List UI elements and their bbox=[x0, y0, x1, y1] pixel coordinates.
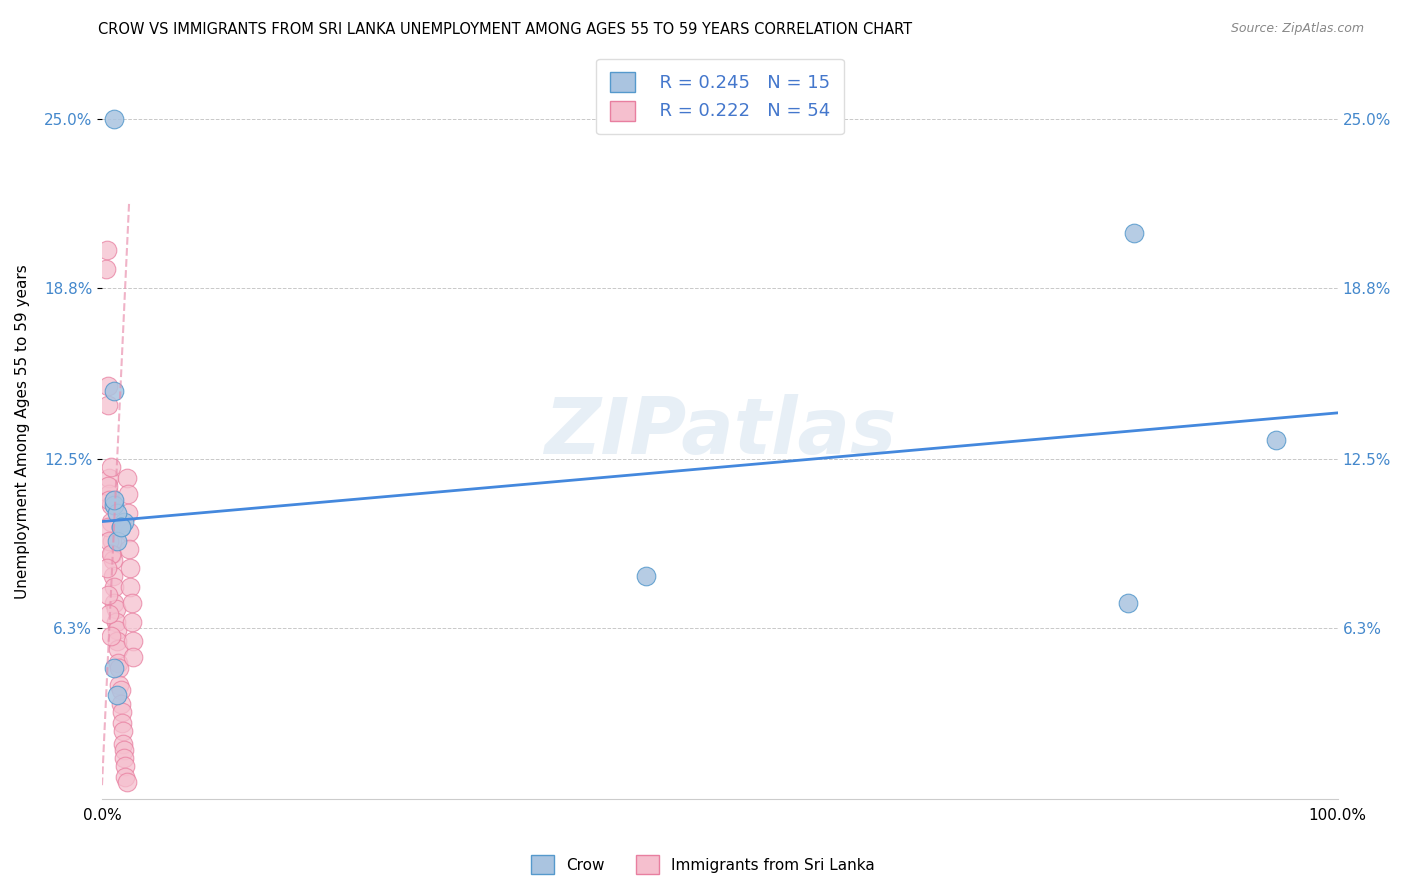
Point bbox=[101, 547, 124, 561]
Point bbox=[634, 569, 657, 583]
Point bbox=[1122, 227, 1144, 241]
Point bbox=[105, 533, 128, 548]
Text: Source: ZipAtlas.com: Source: ZipAtlas.com bbox=[1230, 22, 1364, 36]
Point bbox=[114, 759, 136, 773]
Point bbox=[98, 533, 121, 548]
Point bbox=[115, 775, 138, 789]
Y-axis label: Unemployment Among Ages 55 to 59 years: Unemployment Among Ages 55 to 59 years bbox=[15, 265, 30, 599]
Legend:   R = 0.245   N = 15,   R = 0.222   N = 54: R = 0.245 N = 15, R = 0.222 N = 54 bbox=[596, 59, 844, 135]
Point bbox=[103, 384, 125, 398]
Point bbox=[104, 615, 127, 629]
Text: ZIPatlas: ZIPatlas bbox=[544, 394, 896, 470]
Point bbox=[112, 515, 135, 529]
Point bbox=[108, 678, 131, 692]
Point bbox=[103, 580, 125, 594]
Point bbox=[100, 629, 122, 643]
Point bbox=[122, 650, 145, 665]
Point bbox=[107, 656, 129, 670]
Point bbox=[97, 520, 120, 534]
Point bbox=[108, 661, 131, 675]
Point bbox=[121, 596, 143, 610]
Point bbox=[120, 580, 142, 594]
Point bbox=[104, 601, 127, 615]
Point bbox=[110, 697, 132, 711]
Point bbox=[118, 525, 141, 540]
Point bbox=[101, 552, 124, 566]
Point bbox=[117, 507, 139, 521]
Point bbox=[101, 533, 124, 548]
Point bbox=[103, 498, 125, 512]
Point bbox=[98, 607, 121, 621]
Point bbox=[111, 705, 134, 719]
Point bbox=[96, 243, 118, 257]
Point bbox=[111, 715, 134, 730]
Point bbox=[122, 634, 145, 648]
Point bbox=[100, 547, 122, 561]
Point bbox=[100, 460, 122, 475]
Point bbox=[111, 723, 134, 738]
Point bbox=[100, 498, 122, 512]
Point bbox=[103, 596, 125, 610]
Point bbox=[94, 261, 117, 276]
Point bbox=[111, 738, 134, 752]
Point bbox=[103, 661, 125, 675]
Point bbox=[112, 743, 135, 757]
Point bbox=[96, 561, 118, 575]
Point bbox=[103, 112, 125, 127]
Point bbox=[105, 507, 128, 521]
Point bbox=[98, 492, 121, 507]
Point bbox=[110, 520, 132, 534]
Point bbox=[97, 479, 120, 493]
Point bbox=[1116, 596, 1139, 610]
Point bbox=[97, 588, 120, 602]
Point bbox=[115, 471, 138, 485]
Point bbox=[103, 492, 125, 507]
Point bbox=[98, 487, 121, 501]
Text: CROW VS IMMIGRANTS FROM SRI LANKA UNEMPLOYMENT AMONG AGES 55 TO 59 YEARS CORRELA: CROW VS IMMIGRANTS FROM SRI LANKA UNEMPL… bbox=[98, 22, 912, 37]
Point bbox=[110, 683, 132, 698]
Point bbox=[100, 515, 122, 529]
Point bbox=[105, 634, 128, 648]
Point bbox=[112, 751, 135, 765]
Point bbox=[101, 569, 124, 583]
Point bbox=[105, 689, 128, 703]
Point bbox=[1265, 433, 1288, 447]
Point bbox=[107, 642, 129, 657]
Legend: Crow, Immigrants from Sri Lanka: Crow, Immigrants from Sri Lanka bbox=[526, 849, 880, 880]
Point bbox=[105, 624, 128, 638]
Point bbox=[118, 541, 141, 556]
Point bbox=[114, 770, 136, 784]
Point bbox=[97, 398, 120, 412]
Point bbox=[120, 561, 142, 575]
Point bbox=[117, 487, 139, 501]
Point bbox=[97, 378, 120, 392]
Point bbox=[121, 615, 143, 629]
Point bbox=[98, 471, 121, 485]
Point bbox=[110, 520, 132, 534]
